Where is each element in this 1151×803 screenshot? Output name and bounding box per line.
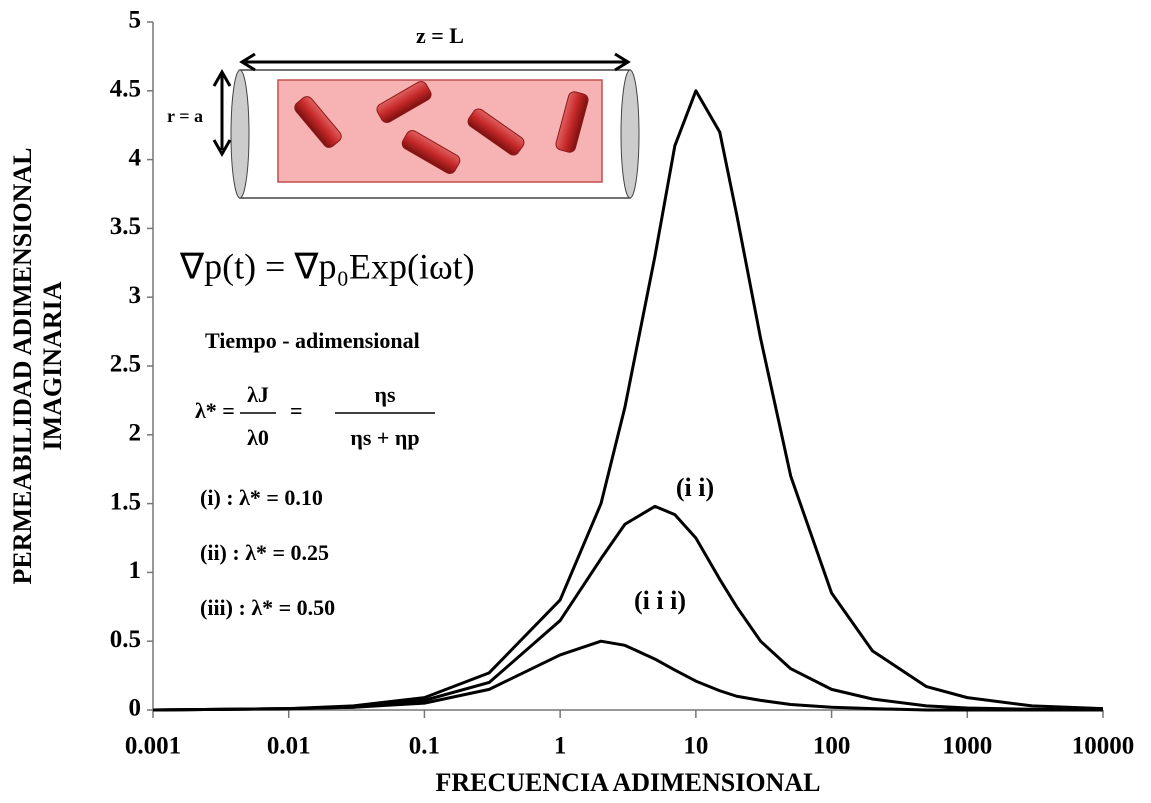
- line-series: [152, 504, 1104, 712]
- y-tick-label: 1: [129, 557, 142, 584]
- y-tick-label: 2: [129, 420, 142, 447]
- eta-num: ηs: [374, 382, 395, 407]
- y-axis-label: IMAGINARIA: [38, 281, 67, 450]
- line-series: [152, 89, 1104, 712]
- pressure-formula: ∇p(t) = ∇p₀Exp(iωt): [179, 246, 475, 286]
- x-tick-label: 10: [683, 733, 708, 760]
- curve-label: (i i): [676, 473, 714, 502]
- lambda-den: λ0: [247, 425, 269, 450]
- x-tick-label: 1: [554, 733, 567, 760]
- case-ii: (ii) : λ* = 0.25: [200, 540, 329, 565]
- case-i: (i) : λ* = 0.10: [200, 485, 323, 510]
- y-tick-label: 2.5: [110, 351, 141, 378]
- x-tick-label: 1000: [942, 733, 992, 760]
- x-axis-label: FRECUENCIA ADIMENSIONAL: [436, 768, 821, 797]
- x-tick-label: 0.001: [125, 733, 181, 760]
- y-tick-label: 1.5: [110, 488, 141, 515]
- lambda-eq: =: [290, 398, 303, 423]
- y-tick-label: 0: [129, 695, 142, 722]
- line-series: [152, 639, 1103, 712]
- lambda-lhs: λ* =: [195, 398, 235, 423]
- y-tick-label: 5: [129, 7, 142, 34]
- length-label: z = L: [416, 23, 464, 48]
- y-tick-label: 4.5: [110, 76, 141, 103]
- x-tick-label: 10000: [1072, 733, 1135, 760]
- y-tick-label: 4: [129, 144, 142, 171]
- y-tick-label: 3.5: [110, 213, 141, 240]
- case-iii: (iii) : λ* = 0.50: [200, 595, 335, 620]
- x-tick-label: 0.01: [267, 733, 311, 760]
- y-tick-label: 3: [129, 282, 142, 309]
- tube-diagram: [212, 52, 640, 199]
- y-tick-label: 0.5: [110, 626, 141, 653]
- radius-label: r = a: [167, 106, 203, 126]
- curve-label: (i i i): [634, 586, 686, 615]
- y-axis-label: PERMEABILIDAD ADIMENSIONAL: [8, 148, 37, 585]
- time-title: Tiempo - adimensional: [205, 328, 420, 353]
- eta-den: ηs + ηp: [350, 425, 419, 450]
- x-tick-label: 100: [813, 733, 851, 760]
- x-tick-label: 0.1: [409, 733, 440, 760]
- lambda-num: λJ: [247, 382, 269, 407]
